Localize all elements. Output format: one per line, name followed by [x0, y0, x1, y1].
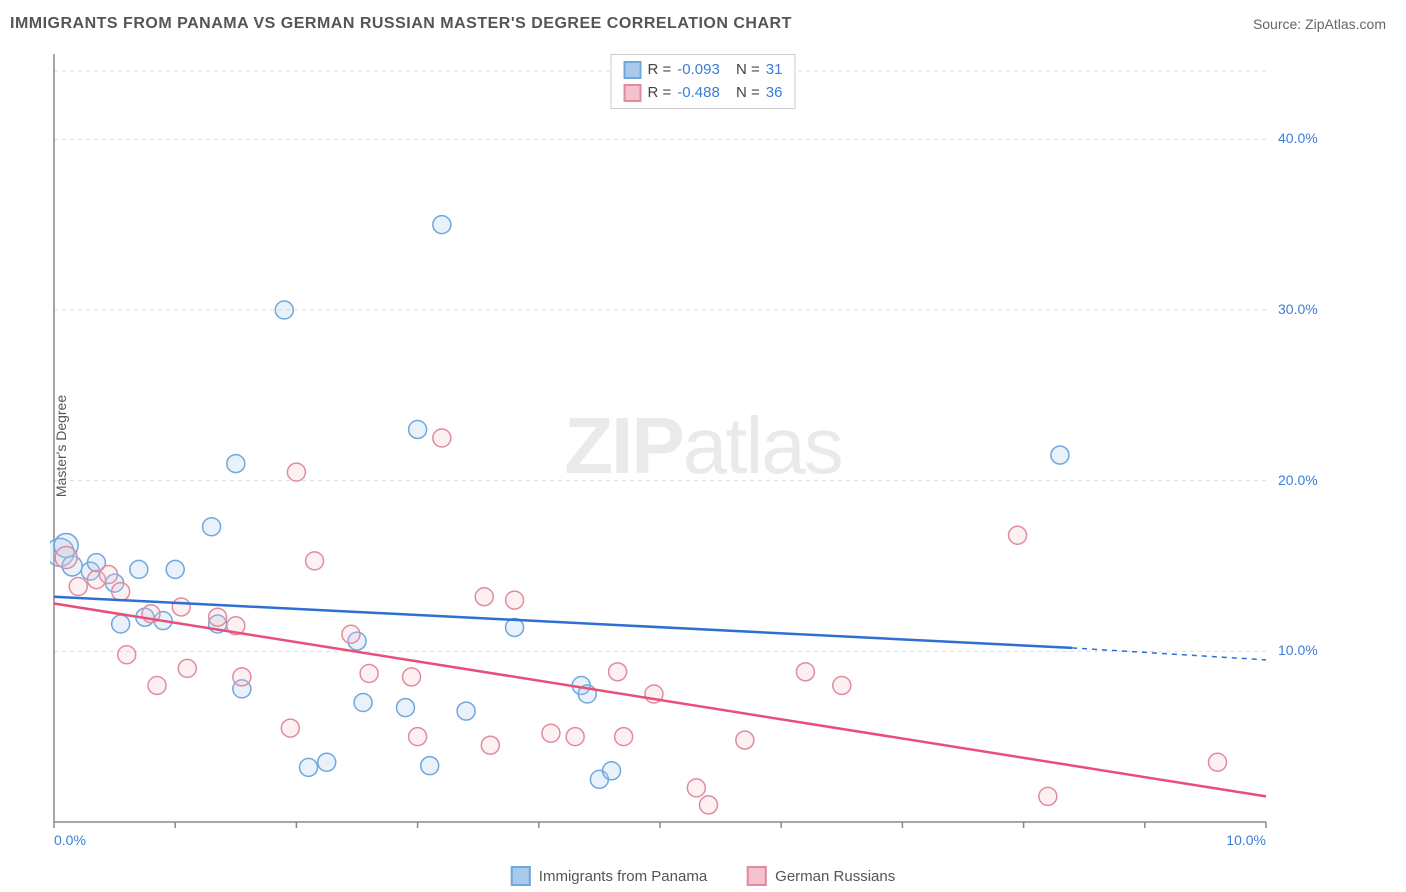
corr-r-label-1: R =	[648, 82, 672, 105]
legend-item-0: Immigrants from Panama	[511, 866, 707, 886]
series-legend: Immigrants from Panama German Russians	[511, 866, 895, 886]
correlation-row-1: R = -0.488 N = 36	[624, 82, 783, 105]
correlation-swatch-1	[624, 84, 642, 102]
axis-tick-label: 40.0%	[1278, 130, 1318, 146]
corr-n-label-1: N =	[736, 82, 760, 105]
source-attribution: Source: ZipAtlas.com	[1253, 16, 1386, 32]
corr-n-value-0: 31	[766, 59, 783, 82]
axis-tick-label: 30.0%	[1278, 301, 1318, 317]
scatter-chart-svg	[50, 50, 1326, 842]
corr-n-value-1: 36	[766, 82, 783, 105]
corr-r-value-0: -0.093	[677, 59, 720, 82]
legend-swatch-0	[511, 866, 531, 886]
corr-r-label-0: R =	[648, 59, 672, 82]
correlation-swatch-0	[624, 61, 642, 79]
source-name: ZipAtlas.com	[1305, 16, 1386, 32]
correlation-legend-box: R = -0.093 N = 31 R = -0.488 N = 36	[611, 54, 796, 109]
chart-plot-area	[50, 50, 1326, 842]
chart-header: IMMIGRANTS FROM PANAMA VS GERMAN RUSSIAN…	[0, 0, 1406, 40]
legend-label-1: German Russians	[775, 868, 895, 885]
correlation-row-0: R = -0.093 N = 31	[624, 59, 783, 82]
chart-title: IMMIGRANTS FROM PANAMA VS GERMAN RUSSIAN…	[10, 15, 792, 33]
legend-item-1: German Russians	[747, 866, 895, 886]
axis-tick-label: 20.0%	[1278, 472, 1318, 488]
axis-tick-label: 10.0%	[1226, 832, 1266, 848]
legend-swatch-1	[747, 866, 767, 886]
source-prefix: Source:	[1253, 16, 1305, 32]
corr-r-value-1: -0.488	[677, 82, 720, 105]
axis-tick-label: 0.0%	[54, 832, 86, 848]
corr-n-label-0: N =	[736, 59, 760, 82]
axis-tick-label: 10.0%	[1278, 642, 1318, 658]
legend-label-0: Immigrants from Panama	[539, 868, 707, 885]
